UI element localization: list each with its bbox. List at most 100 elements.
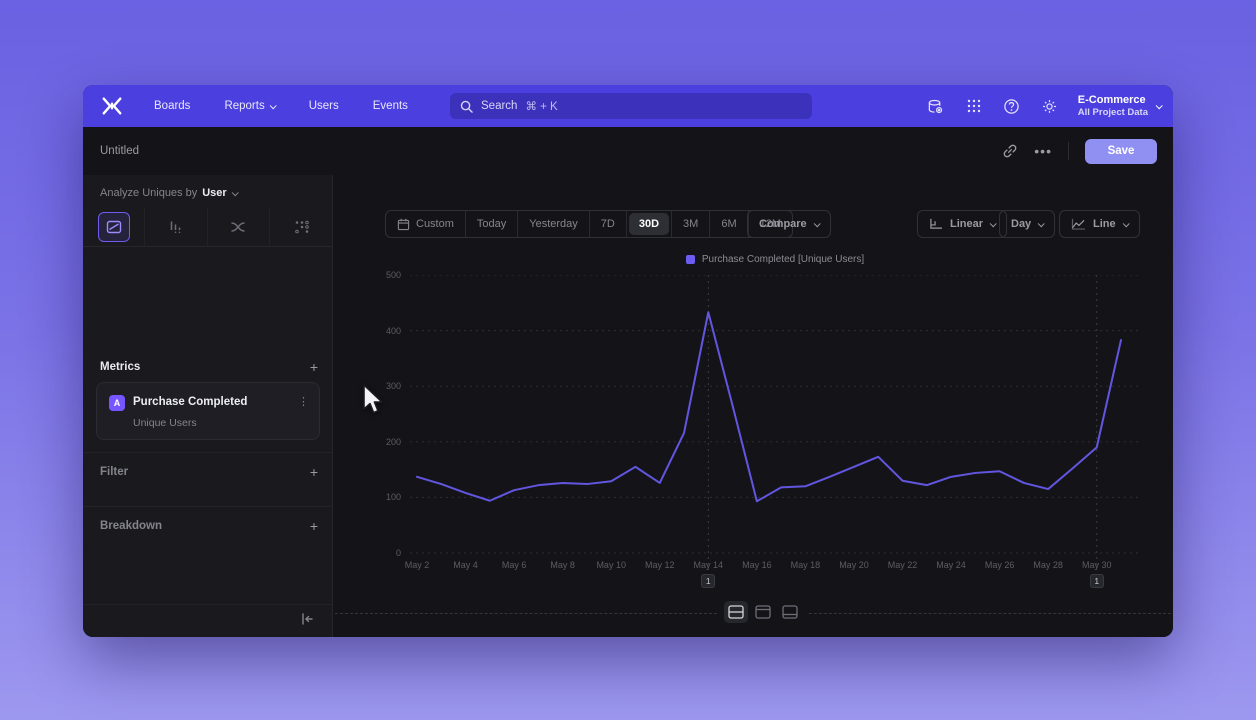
metrics-title: Metrics bbox=[100, 361, 141, 373]
project-name: E-Commerce bbox=[1077, 94, 1146, 106]
x-axis-label: May 16 bbox=[742, 560, 772, 570]
metric-menu-button[interactable]: ⋮ bbox=[298, 396, 309, 408]
chevron-down-icon bbox=[1037, 219, 1045, 227]
tab-flows[interactable] bbox=[208, 208, 270, 246]
report-type-tabs bbox=[83, 208, 332, 247]
chevron-down-icon bbox=[1122, 219, 1130, 227]
layout-split-rows-button[interactable] bbox=[724, 601, 748, 623]
y-axis-label: 300 bbox=[385, 381, 401, 392]
layout-chart-top-button[interactable] bbox=[751, 601, 775, 623]
metrics-section-header: Metrics + bbox=[100, 359, 318, 375]
insights-icon bbox=[97, 212, 130, 242]
help-icon[interactable] bbox=[998, 92, 1026, 120]
tab-retention[interactable] bbox=[270, 208, 332, 246]
chart-type-selector[interactable]: Line bbox=[1059, 210, 1140, 238]
annotation-badge[interactable]: 1 bbox=[701, 574, 716, 588]
range-12m[interactable]: 12M bbox=[759, 218, 782, 230]
chart-legend[interactable]: Purchase Completed [Unique Users] bbox=[410, 254, 1140, 265]
analyze-value[interactable]: User bbox=[202, 187, 227, 199]
range-3m[interactable]: 3M bbox=[671, 211, 711, 237]
chart-module: Custom Today Yesterday 7D 30D 3M 6M 12M … bbox=[333, 175, 1173, 637]
add-breakdown-button[interactable]: + bbox=[309, 518, 318, 534]
search-input[interactable]: Search ⌘ + K bbox=[450, 93, 812, 119]
scale-selector[interactable]: Linear bbox=[917, 210, 1008, 238]
nav-link-reports[interactable]: Reports bbox=[224, 100, 277, 112]
metric-series-badge: A bbox=[109, 395, 125, 411]
flows-icon bbox=[222, 212, 254, 242]
search-icon bbox=[460, 100, 473, 113]
metric-event-name[interactable]: Purchase Completed bbox=[133, 396, 248, 408]
data-management-icon[interactable] bbox=[922, 92, 950, 120]
chevron-down-icon bbox=[269, 101, 277, 109]
divider bbox=[83, 506, 332, 507]
breakdown-title: Breakdown bbox=[100, 520, 162, 532]
chevron-down-icon bbox=[231, 188, 239, 196]
x-axis-label: May 6 bbox=[501, 560, 527, 570]
analyze-uniques-control[interactable]: Analyze Uniques by User bbox=[100, 187, 239, 199]
funnels-icon bbox=[160, 212, 192, 242]
more-options-button[interactable]: ••• bbox=[1034, 143, 1052, 159]
retention-icon bbox=[285, 212, 317, 242]
range-6m[interactable]: 6M bbox=[710, 211, 749, 237]
divider bbox=[83, 452, 332, 453]
x-axis-label: May 24 bbox=[936, 560, 966, 570]
legend-label: Purchase Completed [Unique Users] bbox=[701, 254, 865, 265]
settings-gear-icon[interactable] bbox=[1036, 92, 1064, 120]
x-axis-label: May 30 bbox=[1081, 560, 1112, 570]
range-custom[interactable]: Custom bbox=[386, 211, 466, 237]
analyze-prefix: Analyze Uniques by bbox=[100, 187, 198, 199]
x-axis-label: May 4 bbox=[453, 560, 478, 570]
x-axis-label: May 20 bbox=[839, 560, 869, 570]
search-placeholder: Search bbox=[481, 100, 518, 112]
compare-button[interactable]: Compare bbox=[747, 210, 831, 238]
nav-link-users[interactable]: Users bbox=[308, 100, 339, 112]
search-shortcut: ⌘ + K bbox=[525, 101, 558, 113]
tab-insights[interactable] bbox=[83, 208, 146, 246]
line-chart-plot[interactable] bbox=[410, 275, 1140, 575]
x-axis-label: May 10 bbox=[596, 560, 626, 570]
save-button[interactable]: Save bbox=[1085, 138, 1157, 164]
calendar-icon bbox=[397, 218, 410, 230]
range-7d[interactable]: 7D bbox=[590, 211, 627, 237]
navbar-right: E-Commerce All Project Data bbox=[922, 85, 1163, 127]
add-filter-button[interactable]: + bbox=[309, 464, 318, 480]
collapse-sidebar-button[interactable] bbox=[300, 612, 314, 631]
range-today[interactable]: Today bbox=[466, 211, 519, 237]
report-titlebar: Untitled ••• Save bbox=[83, 127, 1173, 175]
layout-switcher bbox=[718, 601, 808, 623]
filter-section-header: Filter + bbox=[100, 464, 318, 480]
breakdown-section-header: Breakdown + bbox=[100, 518, 318, 534]
add-metric-button[interactable]: + bbox=[309, 359, 318, 375]
date-range-picker: Custom Today Yesterday 7D 30D 3M 6M 12M bbox=[385, 210, 794, 238]
y-axis-label: 100 bbox=[385, 492, 401, 503]
layout-chart-bottom-button[interactable] bbox=[778, 601, 802, 623]
project-selector[interactable]: E-Commerce All Project Data bbox=[1077, 94, 1163, 118]
tab-funnels[interactable] bbox=[145, 208, 208, 246]
share-link-button[interactable] bbox=[1002, 143, 1018, 159]
range-yesterday[interactable]: Yesterday bbox=[518, 211, 590, 237]
query-sidebar: Analyze Uniques by User bbox=[83, 175, 333, 637]
metric-card[interactable]: A Purchase Completed Unique Users ⋮ bbox=[96, 382, 320, 440]
x-axis-label: May 2 bbox=[404, 560, 430, 570]
chevron-down-icon bbox=[1155, 101, 1163, 109]
mouse-cursor bbox=[363, 384, 383, 414]
interval-selector[interactable]: Day bbox=[999, 210, 1056, 238]
annotation-badge[interactable]: 1 bbox=[1089, 574, 1104, 588]
range-30d[interactable]: 30D bbox=[628, 213, 670, 235]
metric-aggregation[interactable]: Unique Users bbox=[133, 417, 197, 429]
top-navbar: Boards Reports Users Events Search ⌘ + K bbox=[83, 85, 1173, 127]
x-axis-label: May 26 bbox=[984, 560, 1015, 570]
y-axis-label: 400 bbox=[385, 325, 401, 336]
nav-link-boards[interactable]: Boards bbox=[154, 100, 191, 112]
report-title[interactable]: Untitled bbox=[100, 145, 139, 157]
x-axis-label: May 28 bbox=[1033, 560, 1063, 570]
x-axis-label: May 14 bbox=[693, 560, 724, 570]
chevron-down-icon bbox=[813, 219, 821, 227]
nav-link-events[interactable]: Events bbox=[372, 100, 408, 112]
y-axis-label: 0 bbox=[395, 548, 401, 558]
x-axis-label: May 8 bbox=[550, 560, 575, 570]
apps-grid-icon[interactable] bbox=[960, 92, 988, 120]
filter-title: Filter bbox=[100, 466, 129, 478]
mixpanel-logo-icon[interactable] bbox=[101, 95, 123, 117]
